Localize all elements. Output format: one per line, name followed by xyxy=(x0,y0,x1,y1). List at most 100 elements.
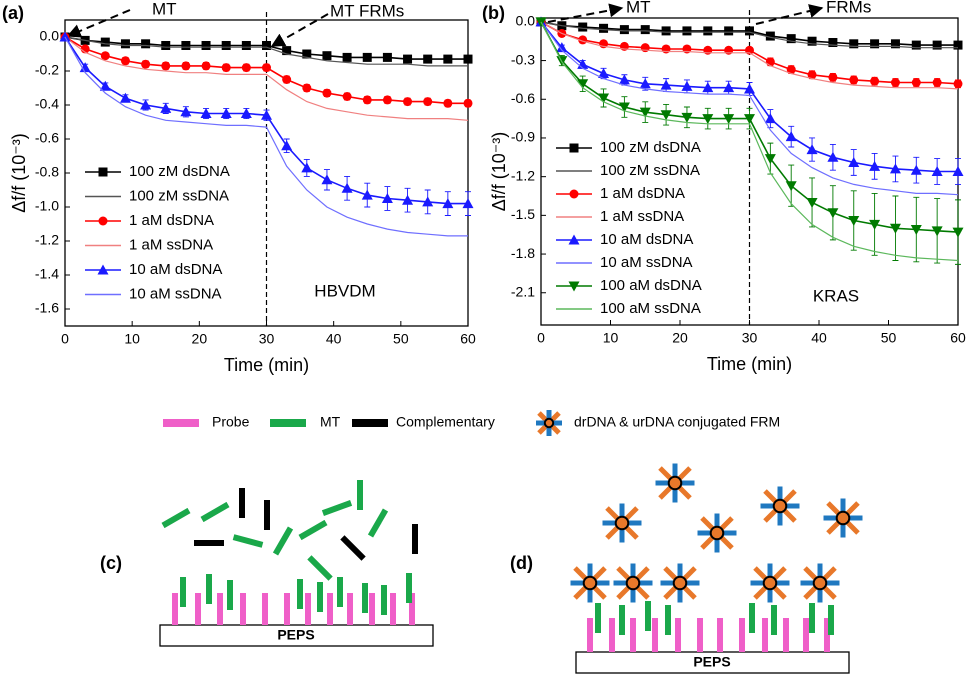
mt-strand xyxy=(828,605,834,635)
data-point xyxy=(786,34,796,44)
legend-marker xyxy=(98,167,108,177)
data-point xyxy=(745,26,754,36)
frm-core xyxy=(762,575,778,591)
data-point xyxy=(598,93,610,104)
annotation-arrow xyxy=(755,4,824,25)
legend-marker xyxy=(568,234,580,245)
legend-complementary xyxy=(352,419,388,427)
data-point xyxy=(806,144,818,155)
data-point xyxy=(932,77,942,87)
data-point xyxy=(201,41,211,50)
y-tick-label: -1.4 xyxy=(35,266,59,282)
y-axis-label: Δf/f (10⁻³) xyxy=(9,133,29,213)
data-point xyxy=(322,51,332,61)
probe xyxy=(217,593,223,625)
data-point xyxy=(639,78,651,89)
data-point xyxy=(423,97,433,107)
x-tick-label: 50 xyxy=(393,331,409,347)
data-point xyxy=(785,131,797,142)
data-point xyxy=(828,72,838,82)
data-point xyxy=(890,39,900,49)
data-point xyxy=(953,79,963,89)
data-point xyxy=(848,216,860,227)
mt-strand xyxy=(180,577,186,607)
probe xyxy=(717,618,723,652)
legend-label: 1 aM dsDNA xyxy=(600,185,685,202)
data-point xyxy=(723,114,735,125)
data-point xyxy=(724,26,734,36)
data-point xyxy=(556,42,568,53)
data-point xyxy=(807,36,817,46)
data-point xyxy=(403,97,413,107)
frm-icon xyxy=(760,486,800,526)
data-point xyxy=(381,193,393,203)
data-point xyxy=(241,41,251,50)
y-tick-label: -1.0 xyxy=(35,198,59,214)
data-point xyxy=(931,226,943,237)
x-tick-label: 0 xyxy=(537,330,545,346)
panel-label: (c) xyxy=(100,553,122,573)
frm-core xyxy=(667,475,683,491)
data-point xyxy=(362,95,372,105)
data-point xyxy=(342,92,352,101)
x-tick-label: 20 xyxy=(672,330,688,346)
data-point xyxy=(201,61,211,71)
data-point xyxy=(59,31,71,42)
data-point xyxy=(765,31,775,41)
mt-strand xyxy=(337,577,343,607)
legend-label: 100 zM ssDNA xyxy=(600,162,700,179)
data-point xyxy=(702,82,714,93)
diagram-legend-label: MT xyxy=(320,414,341,430)
frm-icon xyxy=(697,513,737,553)
data-point xyxy=(241,63,251,73)
data-point xyxy=(99,80,111,91)
data-point xyxy=(598,67,610,78)
y-tick-label: -1.8 xyxy=(511,245,535,261)
data-point xyxy=(723,82,735,93)
frm-core xyxy=(543,417,555,429)
data-point xyxy=(911,40,921,50)
data-point xyxy=(282,75,292,84)
x-tick-label: 0 xyxy=(61,331,69,347)
y-tick-label: -1.5 xyxy=(511,206,535,222)
probe xyxy=(697,618,703,652)
legend-label: 100 zM ssDNA xyxy=(129,187,229,204)
legend-label: 10 aM ssDNA xyxy=(129,285,222,302)
data-point xyxy=(848,156,860,167)
legend-label: 1 aM ssDNA xyxy=(600,208,684,225)
data-point xyxy=(639,107,651,118)
panel-label: (a) xyxy=(2,3,24,23)
probe xyxy=(675,618,681,652)
mt-strand xyxy=(272,526,294,556)
data-point xyxy=(870,39,880,49)
data-point xyxy=(362,52,372,62)
data-point xyxy=(422,196,434,207)
probe xyxy=(824,618,830,652)
data-point xyxy=(786,65,796,75)
mt-strand xyxy=(809,603,815,633)
data-point xyxy=(321,174,333,185)
annotation: MT xyxy=(626,0,651,16)
data-point xyxy=(619,25,629,35)
data-point xyxy=(119,92,131,103)
data-point xyxy=(221,63,231,73)
data-point xyxy=(463,98,473,108)
data-point xyxy=(953,40,963,50)
probe xyxy=(347,593,353,625)
probe xyxy=(262,593,268,625)
legend-marker xyxy=(569,143,579,153)
x-tick-label: 60 xyxy=(460,331,476,347)
data-point xyxy=(181,41,191,50)
data-point xyxy=(463,54,473,64)
x-tick-label: 40 xyxy=(326,331,342,347)
complementary-strand xyxy=(340,535,366,561)
substrate-label: PEPS xyxy=(277,627,314,643)
legend-probe xyxy=(163,419,199,427)
data-point xyxy=(618,102,630,113)
probe xyxy=(369,593,375,625)
data-point xyxy=(382,95,392,105)
y-tick-label: -2.1 xyxy=(511,283,535,299)
data-point xyxy=(681,80,693,91)
probe xyxy=(390,593,396,625)
data-point xyxy=(640,25,650,35)
